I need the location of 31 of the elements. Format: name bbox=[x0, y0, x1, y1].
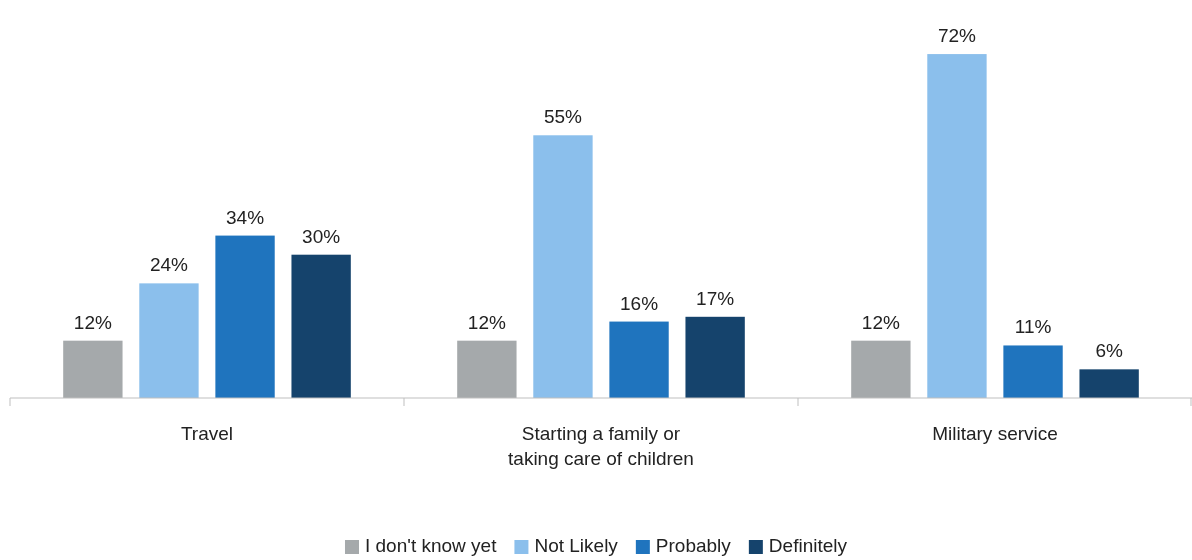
bar bbox=[291, 254, 351, 398]
data-label: 12% bbox=[861, 311, 900, 333]
bar bbox=[457, 340, 517, 398]
data-label: 30% bbox=[302, 225, 341, 247]
bar bbox=[609, 321, 669, 398]
x-tick-label: Starting a family or taking care of children bbox=[508, 423, 694, 469]
data-label: 17% bbox=[696, 287, 735, 309]
legend-label: Probably bbox=[655, 535, 732, 556]
data-label: 24% bbox=[149, 254, 189, 276]
legend-label: Not Likely bbox=[534, 535, 619, 556]
bar bbox=[139, 283, 199, 398]
bar bbox=[685, 316, 745, 398]
bar bbox=[533, 135, 593, 398]
bar bbox=[63, 340, 123, 398]
data-label: 72% bbox=[937, 25, 977, 47]
bar bbox=[927, 54, 987, 398]
data-label: 6% bbox=[1095, 340, 1123, 362]
legend-label: Definitely bbox=[768, 535, 848, 556]
data-label: 12% bbox=[73, 311, 112, 333]
data-label: 16% bbox=[620, 292, 659, 314]
bar bbox=[215, 235, 275, 398]
data-label: 11% bbox=[1014, 316, 1052, 338]
data-label: 55% bbox=[543, 106, 583, 128]
x-tick-label: Military service bbox=[932, 423, 1058, 444]
bar bbox=[851, 340, 911, 398]
data-label: 12% bbox=[467, 311, 506, 333]
legend-label: I don't know yet bbox=[364, 535, 498, 556]
bar bbox=[1003, 345, 1063, 398]
bar bbox=[1079, 369, 1139, 398]
x-tick-label: Travel bbox=[180, 423, 234, 444]
data-label: 34% bbox=[226, 206, 265, 228]
